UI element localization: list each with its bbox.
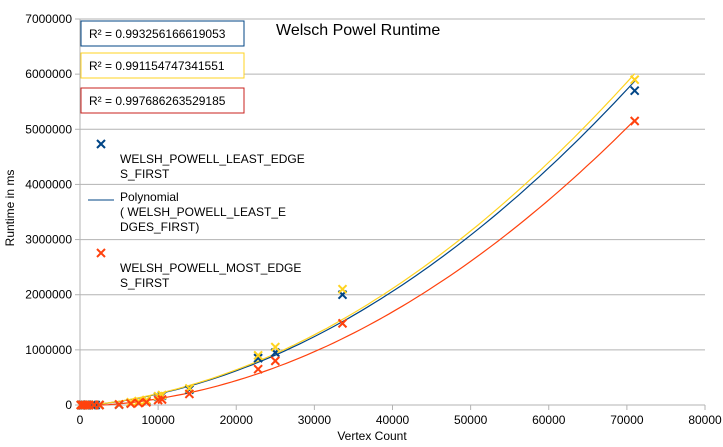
- data-point-series-1: [253, 350, 263, 361]
- trend-lines: [87, 73, 636, 406]
- r2-box-most-edges: R² = 0.997686263529185: [80, 87, 245, 114]
- data-point-series-1: [270, 342, 281, 352]
- r2-least-edges: R² = 0.993256166619053: [89, 27, 226, 41]
- x-tick-label: 60000: [532, 413, 566, 427]
- data-point-series-2: [253, 364, 263, 374]
- x-tick-label: 0: [77, 413, 84, 427]
- y-tick-label: 7000000: [25, 12, 72, 26]
- x-tick-label: 40000: [376, 413, 410, 427]
- y-tick-label: 3000000: [25, 233, 72, 247]
- y-tick-labels: 0 1000000 2000000 3000000 4000000 5000000 6000…: [25, 12, 72, 412]
- data-point-series-1: [337, 284, 348, 294]
- legend-entry-most-edges: WELSH_POWELL_MOST_EDGE S_FIRST: [96, 248, 305, 290]
- x-tick-labels: 0 10000 20000 30000 40000 50000 60000 70000 8000…: [77, 413, 722, 427]
- data-point-series-2: [629, 116, 640, 126]
- y-tick-label: 2000000: [25, 288, 72, 302]
- trend-line-series-2: [87, 119, 636, 406]
- legend-label-most-edges: WELSH_POWELL_MOST_EDGE S_FIRST: [120, 261, 305, 290]
- y-axis-title: Runtime in ms: [3, 170, 17, 247]
- legend-marker-most-edges: [96, 248, 106, 258]
- r2-second: R² = 0.991154747341551: [89, 59, 225, 73]
- legend-label-least-edges: WELSH_POWELL_LEAST_EDGE S_FIRST: [120, 152, 308, 181]
- y-tick-label: 5000000: [25, 122, 72, 136]
- x-tick-label: 80000: [688, 413, 722, 427]
- legend-marker-least-edges: [96, 139, 106, 149]
- y-tick-label: 0: [65, 398, 72, 412]
- data-point-series-2: [270, 356, 281, 366]
- axes: [75, 18, 706, 410]
- x-tick-label: 10000: [141, 413, 175, 427]
- data-point-series-2: [126, 398, 136, 409]
- y-tick-label: 1000000: [25, 343, 72, 357]
- data-point-series-0: [253, 353, 263, 363]
- legend-label-polynomial: Polynomial ( WELSH_POWELL_LEAST_E DGES_F…: [120, 190, 289, 234]
- data-points: [76, 74, 640, 410]
- data-point-series-1: [629, 74, 640, 85]
- data-point-series-2: [157, 394, 167, 405]
- data-point-series-2: [133, 398, 144, 408]
- r2-boxes: R² = 0.993256166619053 R² = 0.9911547473…: [80, 20, 245, 114]
- r2-box-least-edges: R² = 0.993256166619053: [80, 20, 245, 47]
- data-point-series-2: [141, 397, 152, 407]
- data-point-series-1: [141, 395, 152, 405]
- y-tick-label: 4000000: [25, 177, 72, 191]
- legend-entry-polynomial: Polynomial ( WELSH_POWELL_LEAST_E DGES_F…: [88, 190, 289, 234]
- chart-title: Welsch Powel Runtime: [276, 22, 440, 39]
- x-tick-label: 70000: [610, 413, 644, 427]
- x-tick-label: 30000: [298, 413, 332, 427]
- x-tick-label: 50000: [454, 413, 488, 427]
- legend: WELSH_POWELL_LEAST_EDGE S_FIRST Polynomi…: [88, 139, 308, 290]
- trend-line-series-1: [87, 73, 636, 406]
- x-tick-label: 20000: [220, 413, 254, 427]
- y-tick-label: 6000000: [25, 67, 72, 81]
- x-axis-title: Vertex Count: [337, 429, 407, 443]
- r2-most-edges: R² = 0.997686263529185: [89, 94, 226, 108]
- data-point-series-2: [94, 400, 105, 410]
- data-point-series-0: [629, 85, 640, 96]
- data-point-series-2: [82, 400, 92, 410]
- r2-box-second: R² = 0.991154747341551: [80, 52, 245, 79]
- data-point-series-2: [337, 318, 348, 329]
- data-point-series-1: [133, 396, 144, 406]
- data-point-series-2: [184, 389, 195, 399]
- legend-entry-least-edges: WELSH_POWELL_LEAST_EDGE S_FIRST: [96, 139, 308, 181]
- data-point-series-2: [114, 399, 124, 410]
